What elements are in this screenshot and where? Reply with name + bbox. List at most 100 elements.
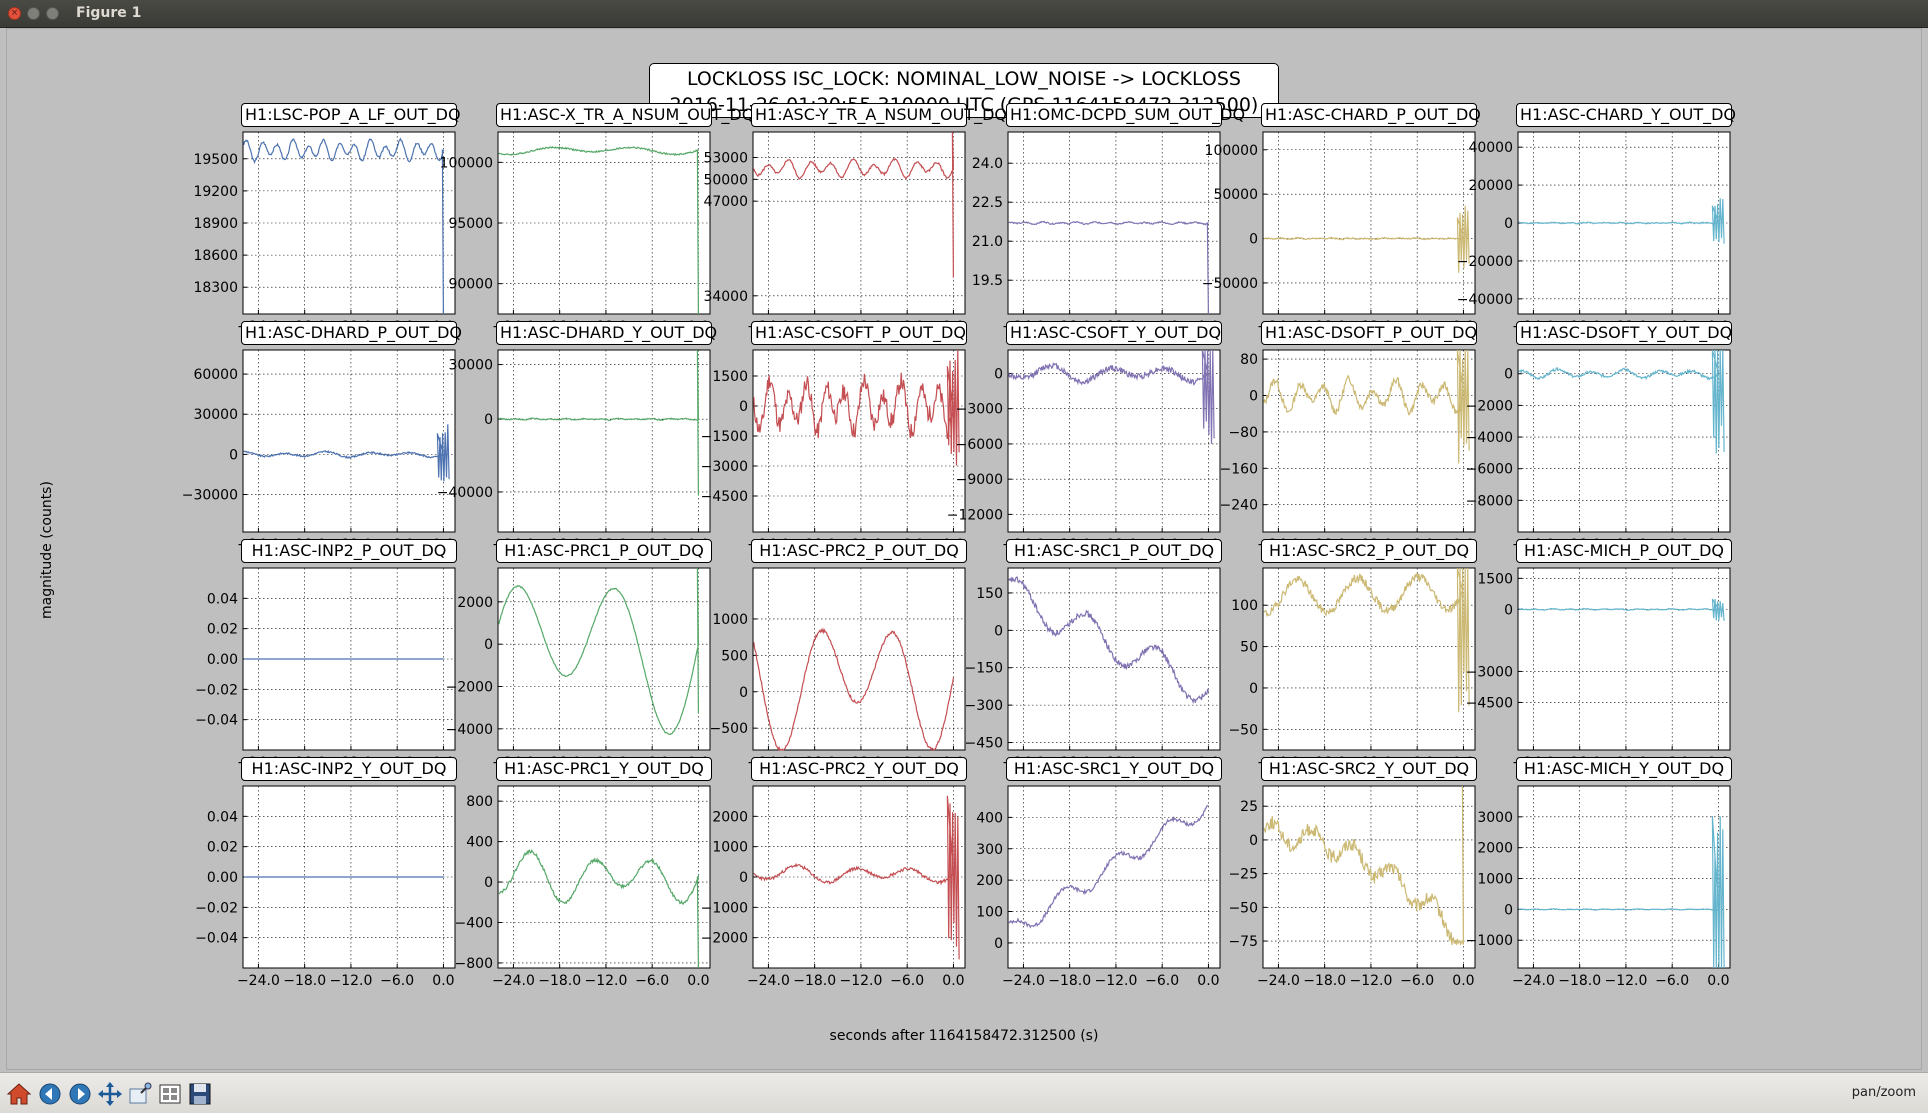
y-tick-label: 53000: [703, 150, 748, 166]
y-tick-label: 20000: [1468, 178, 1513, 194]
subplot-axes[interactable]: [1517, 785, 1731, 969]
subplot-axes[interactable]: [242, 349, 456, 533]
y-tick-label: −25: [1228, 867, 1258, 883]
series-line: [1008, 576, 1209, 705]
y-tick-label: 400: [976, 810, 1003, 826]
y-tick-label: 150: [976, 586, 1003, 602]
x-tick-label: −18.0: [1558, 973, 1601, 989]
x-tick-label: −18.0: [1303, 973, 1346, 989]
subplots-icon[interactable]: [157, 1081, 183, 1107]
y-tick-label: 21.0: [972, 234, 1003, 250]
y-tick-label: −0.02: [195, 682, 238, 698]
x-tick-label: −12.0: [329, 973, 372, 989]
window-close-button[interactable]: ×: [8, 7, 21, 20]
series-line: [1008, 220, 1209, 315]
window-minimize-button[interactable]: [27, 7, 40, 20]
y-tick-label: −800: [455, 956, 493, 972]
subplot-title: H1:ASC-INP2_P_OUT_DQ: [241, 539, 457, 563]
subplot-title: H1:ASC-CHARD_Y_OUT_DQ: [1516, 103, 1736, 127]
y-tick-label: 100: [1231, 598, 1258, 614]
zoom-icon[interactable]: [127, 1081, 153, 1107]
subplot-title: H1:LSC-POP_A_LF_OUT_DQ: [241, 103, 461, 127]
subplot-title: H1:ASC-SRC1_Y_OUT_DQ: [1006, 757, 1222, 781]
y-tick-label: 19500: [193, 152, 238, 168]
subplot-3[interactable]: −24.0−18.0−12.0−6.00.0340004700050000530…: [703, 131, 966, 335]
subplot-13[interactable]: −24.0−18.0−12.0−6.00.0−0.04−0.020.000.02…: [195, 567, 456, 771]
x-tick-label: −18.0: [793, 973, 836, 989]
subplot-axes[interactable]: [497, 349, 711, 533]
y-tick-label: −300: [965, 698, 1003, 714]
x-tick-label: 0.0: [1197, 973, 1219, 989]
subplot-axes[interactable]: [1262, 567, 1476, 751]
subplot-axes[interactable]: [752, 349, 966, 533]
subplot-title: H1:ASC-PRC2_Y_OUT_DQ: [751, 757, 967, 781]
home-icon[interactable]: [6, 1081, 32, 1107]
forward-arrow-icon[interactable]: [67, 1081, 93, 1107]
subplot-axes[interactable]: [1262, 349, 1476, 533]
subplot-9[interactable]: −24.0−18.0−12.0−6.00.0−4500−3000−1500015…: [701, 349, 966, 553]
subplot-20[interactable]: −24.0 −18.0 −12.0 −6.0 0.0 −800 −400 0 400 800: [455, 785, 711, 989]
subplot-10[interactable]: −24.0−18.0−12.0−6.00.0−12000−9000−6000−3…: [947, 349, 1221, 553]
subplot-title: H1:ASC-DSOFT_Y_OUT_DQ: [1516, 321, 1732, 345]
x-tick-label: −24.0: [1257, 973, 1300, 989]
save-icon[interactable]: [187, 1081, 213, 1107]
subplot-4[interactable]: −24.0−18.0−12.0−6.00.019.521.022.524.0: [972, 131, 1221, 335]
pan-icon[interactable]: [97, 1081, 123, 1107]
y-tick-label: −2000: [701, 931, 748, 947]
series-line: [1263, 785, 1464, 946]
subplot-axes[interactable]: [1517, 567, 1731, 751]
series-line: [498, 349, 700, 496]
subplot-title: H1:ASC-MICH_P_OUT_DQ: [1516, 539, 1732, 563]
window-maximize-button[interactable]: [46, 7, 59, 20]
y-tick-label: 0: [739, 870, 748, 886]
y-tick-label: −6000: [1466, 462, 1513, 478]
subplot-23[interactable]: −24.0 −18.0 −12.0 −6.0 0.0 −75 −50 −25 0 25: [1228, 785, 1476, 989]
series-line: [1263, 205, 1470, 273]
subplot-19[interactable]: −24.0 −18.0 −12.0 −6.0 0.0 −0.04 −0.02 0.00 0.02…: [195, 785, 456, 989]
subplot-axes[interactable]: [752, 567, 966, 751]
subplot-axes[interactable]: [1262, 785, 1476, 969]
subplot-title: H1:ASC-SRC1_P_OUT_DQ: [1006, 539, 1222, 563]
subplot-axes[interactable]: [1262, 131, 1476, 315]
subplot-title: H1:ASC-Y_TR_A_NSUM_OUT_DQ: [751, 103, 1007, 127]
subplot-title: H1:ASC-CHARD_P_OUT_DQ: [1261, 103, 1481, 127]
subplot-axes[interactable]: [1517, 349, 1731, 533]
subplot-axes[interactable]: [752, 131, 966, 315]
y-tick-label: 0: [994, 366, 1003, 382]
subplot-6[interactable]: −24.0−18.0−12.0−6.00.0−40000−20000020000…: [1457, 131, 1731, 335]
subplot-21[interactable]: −24.0 −18.0 −12.0 −6.0 0.0 −2000 −1000 0 1000 200…: [701, 785, 966, 989]
y-tick-label: 0: [484, 412, 493, 428]
subplot-axes[interactable]: [497, 785, 711, 969]
y-tick-label: 0.04: [207, 591, 238, 607]
series-line: [498, 849, 700, 969]
y-tick-label: 60000: [193, 367, 238, 383]
subplot-1[interactable]: −24.0−18.0−12.0−6.00.0183001860018900192…: [193, 131, 456, 335]
subplot-24[interactable]: −24.0 −18.0 −12.0 −6.0 0.0 −1000 0 1000 2000 3000: [1466, 785, 1731, 989]
y-tick-label: 400: [466, 835, 493, 851]
toolbar-mode-text: pan/zoom: [1851, 1085, 1916, 1100]
back-arrow-icon[interactable]: [37, 1081, 63, 1107]
plot-grid[interactable]: −24.0−18.0−12.0−6.00.0183001860018900192…: [0, 0, 1928, 1072]
y-tick-label: 2000: [712, 809, 748, 825]
y-tick-label: −80: [1228, 425, 1258, 441]
subplot-axes[interactable]: [1007, 785, 1221, 969]
x-tick-label: −18.0: [1048, 973, 1091, 989]
y-tick-label: −500: [710, 721, 748, 737]
x-tick-label: −24.0: [1512, 973, 1555, 989]
subplot-axes[interactable]: [1007, 349, 1221, 533]
subplot-22[interactable]: −24.0 −18.0 −12.0 −6.0 0.0 0 100 200 300 400: [976, 785, 1221, 989]
subplot-12[interactable]: −24.0−18.0−12.0−6.00.0−8000−6000−4000−20…: [1466, 349, 1731, 553]
y-tick-label: 500: [721, 648, 748, 664]
subplot-title: H1:ASC-DHARD_Y_OUT_DQ: [496, 321, 717, 345]
y-tick-label: −2000: [446, 680, 493, 696]
